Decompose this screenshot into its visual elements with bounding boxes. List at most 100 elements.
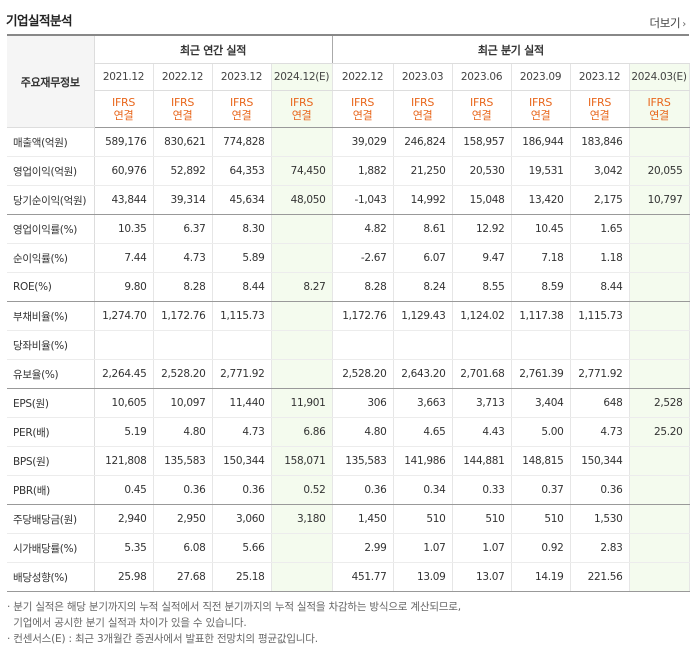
table-cell: 306 xyxy=(331,388,394,418)
table-cell xyxy=(629,533,690,563)
table-row: 영업이익률(%) 10.35 6.37 8.30 4.82 8.61 12.92 10.45 1… xyxy=(7,214,690,244)
table-cell: 8.27 xyxy=(271,272,333,302)
table-cell: 8.28 xyxy=(331,272,394,302)
table-cell: 6.86 xyxy=(271,417,333,447)
table-cell: 3,042 xyxy=(570,156,630,186)
table-cell xyxy=(629,243,690,273)
table-cell: 0.36 xyxy=(212,475,272,505)
table-cell xyxy=(271,562,333,592)
table-cell: 5.00 xyxy=(511,417,571,447)
table-cell: 2,771.92 xyxy=(212,359,272,389)
table-cell: 4.73 xyxy=(570,417,630,447)
table-row: 매출액(억원) 589,176 830,621 774,828 39,029 246,82… xyxy=(7,127,690,157)
table-cell: 11,440 xyxy=(212,388,272,418)
table-cell: 0.92 xyxy=(511,533,571,563)
table-cell: 774,828 xyxy=(212,127,272,157)
row-label: ROE(%) xyxy=(7,272,95,302)
table-cell: 1,172.76 xyxy=(331,301,394,331)
table-cell: 2,771.92 xyxy=(570,359,630,389)
footnote-3: · 컨센서스(E) : 최근 3개월간 증권사에서 발표한 전망치의 평균값입니… xyxy=(7,633,318,645)
table-cell: 2,528 xyxy=(629,388,690,418)
table-cell: 4.82 xyxy=(331,214,394,244)
table-cell: 5.66 xyxy=(212,533,272,563)
table-cell: 0.36 xyxy=(570,475,630,505)
ifrs-header: IFRS 연결 xyxy=(331,90,394,128)
ifrs-label: IFRS xyxy=(290,96,314,109)
table-cell: 1,124.02 xyxy=(452,301,512,331)
table-cell: 121,808 xyxy=(94,446,154,476)
period-header: 2024.12(E) xyxy=(271,63,333,91)
table-cell: 2.99 xyxy=(331,533,394,563)
period-header: 2021.12 xyxy=(94,63,154,91)
table-cell xyxy=(629,504,690,534)
table-cell xyxy=(452,330,512,360)
ifrs-label: IFRS xyxy=(230,96,253,109)
table-cell: 2.83 xyxy=(570,533,630,563)
ifrs-header: IFRS 연결 xyxy=(393,90,453,128)
table-cell xyxy=(511,330,571,360)
table-cell: 11,901 xyxy=(271,388,333,418)
table-cell: 10,605 xyxy=(94,388,154,418)
table-cell: 12.92 xyxy=(452,214,512,244)
table-cell: 246,824 xyxy=(393,127,453,157)
ifrs-label: IFRS xyxy=(171,96,194,109)
table-row: PBR(배) 0.45 0.36 0.36 0.52 0.36 0.34 0.33 0.37 0.… xyxy=(7,475,690,505)
table-cell: 2,175 xyxy=(570,185,630,215)
table-cell: 141,986 xyxy=(393,446,453,476)
table-cell: 1,129.43 xyxy=(393,301,453,331)
table-cell: 4.73 xyxy=(153,243,213,273)
table-cell: 9.47 xyxy=(452,243,512,273)
table-cell: 6.08 xyxy=(153,533,213,563)
table-cell: 8.44 xyxy=(570,272,630,302)
ifrs-header: IFRS 연결 xyxy=(629,90,690,128)
consolidated-label: 연결 xyxy=(412,109,433,122)
financial-table: 주요재무정보 최근 연간 실적 최근 분기 실적 2021.12 2022.12 2… xyxy=(7,34,690,592)
row-label: 영업이익(억원) xyxy=(7,156,95,186)
table-cell: 25.18 xyxy=(212,562,272,592)
table-cell: 5.19 xyxy=(94,417,154,447)
table-cell: 0.37 xyxy=(511,475,571,505)
ifrs-label: IFRS xyxy=(470,96,494,109)
table-cell: 4.73 xyxy=(212,417,272,447)
table-cell: 48,050 xyxy=(271,185,333,215)
table-cell xyxy=(629,214,690,244)
table-cell xyxy=(629,301,690,331)
table-cell: 2,264.45 xyxy=(94,359,154,389)
table-cell xyxy=(212,330,272,360)
annual-header: 최근 연간 실적 xyxy=(94,34,333,64)
table-cell xyxy=(271,214,333,244)
row-label: 매출액(억원) xyxy=(7,127,95,157)
table-cell: 10,797 xyxy=(629,185,690,215)
consolidated-label: 연결 xyxy=(589,109,610,122)
table-cell: 158,071 xyxy=(271,446,333,476)
table-cell: 135,583 xyxy=(331,446,394,476)
table-cell: 64,353 xyxy=(212,156,272,186)
footnote-2: 기업에서 공시한 분기 실적과 차이가 있을 수 있습니다. xyxy=(7,617,247,629)
row-label: BPS(원) xyxy=(7,446,95,476)
table-cell: 1,530 xyxy=(570,504,630,534)
table-cell: 3,060 xyxy=(212,504,272,534)
ifrs-header: IFRS 연결 xyxy=(212,90,272,128)
table-cell xyxy=(271,359,333,389)
consolidated-label: 연결 xyxy=(352,109,373,122)
ifrs-label: IFRS xyxy=(351,96,375,109)
row-label: 유보율(%) xyxy=(7,359,95,389)
table-cell xyxy=(153,330,213,360)
ifrs-header: IFRS 연결 xyxy=(271,90,333,128)
table-cell: 7.18 xyxy=(511,243,571,273)
table-cell: 1,274.70 xyxy=(94,301,154,331)
table-cell: 221.56 xyxy=(570,562,630,592)
table-cell: 2,528.20 xyxy=(331,359,394,389)
table-cell: 8.24 xyxy=(393,272,453,302)
table-cell: 6.07 xyxy=(393,243,453,273)
table-cell: 45,634 xyxy=(212,185,272,215)
more-link[interactable]: 더보기 › xyxy=(649,15,686,31)
table-cell xyxy=(331,330,394,360)
table-cell: 10.45 xyxy=(511,214,571,244)
consolidated-label: 연결 xyxy=(231,109,252,122)
table-cell: 14.19 xyxy=(511,562,571,592)
ifrs-header: IFRS 연결 xyxy=(153,90,213,128)
table-cell: 27.68 xyxy=(153,562,213,592)
table-cell: 2,940 xyxy=(94,504,154,534)
table-cell: 52,892 xyxy=(153,156,213,186)
